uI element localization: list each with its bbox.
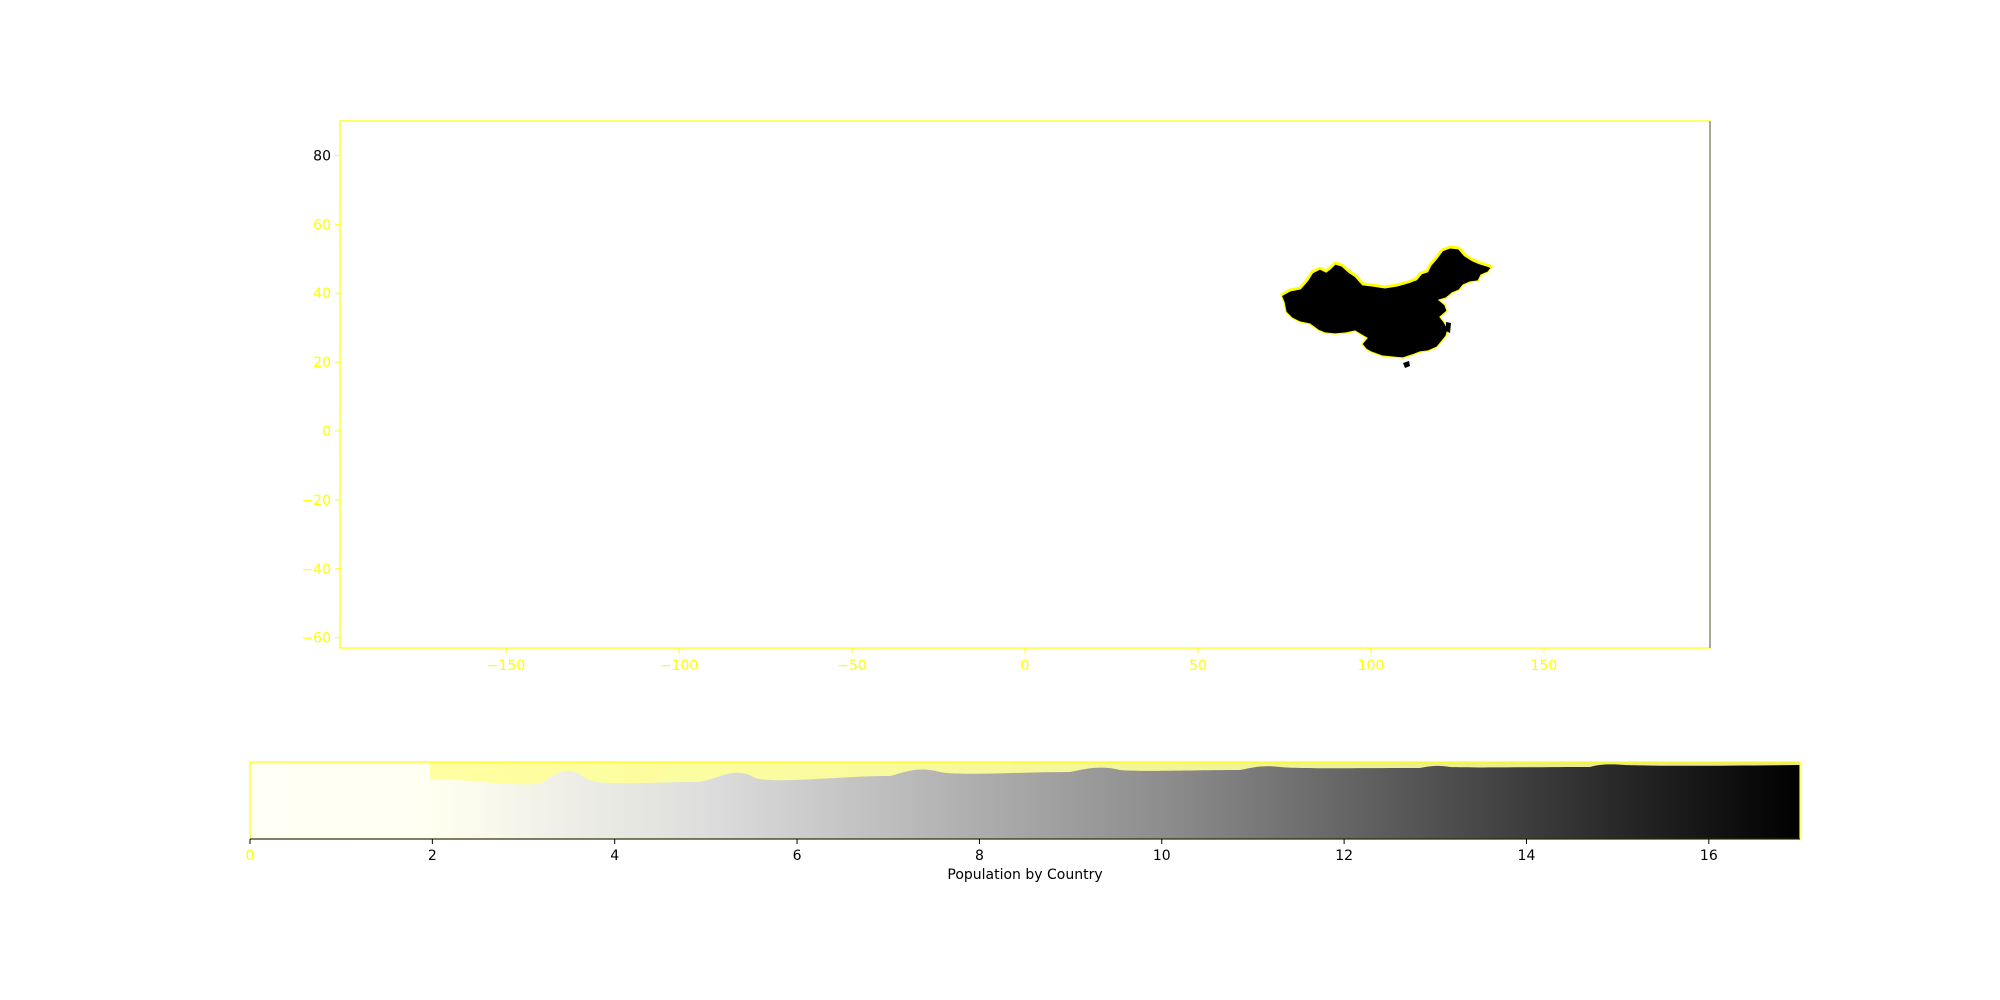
colorbar-tick-label: 8 (975, 848, 984, 864)
colorbar-label: Population by Country (947, 867, 1102, 883)
map-x-tick-label: −150 (487, 658, 525, 674)
map-y-tick-label: −20 (301, 493, 331, 509)
map-x-ticks: −150 −100 −50 0 50 100 150 (487, 648, 1557, 674)
map-x-tick-label: 0 (1021, 658, 1030, 674)
colorbar-tick-label: 10 (1153, 848, 1171, 864)
map-y-ticks: 80 60 40 20 0 −20 −40 −60 (301, 148, 340, 647)
colorbar-tick-label: 6 (793, 848, 802, 864)
map-y-tick-label: 40 (313, 286, 331, 302)
colorbar-tick-label: 4 (610, 848, 619, 864)
map-x-tick-label: −100 (660, 658, 698, 674)
map-x-tick-label: 150 (1531, 658, 1558, 674)
map-y-tick-label: −40 (301, 562, 331, 578)
colorbar-tick-label: 2 (428, 848, 437, 864)
colorbar-tick-label: 0 (246, 848, 255, 864)
island-taiwan (1446, 322, 1451, 333)
map-x-tick-label: 50 (1189, 658, 1207, 674)
colorbar-ticks: 0 2 4 6 8 10 12 14 16 (246, 839, 1718, 864)
map-x-tick-label: −50 (837, 658, 867, 674)
colorbar-tick-label: 14 (1518, 848, 1536, 864)
colorbar-yellow-band (430, 762, 1800, 785)
colorbar-tick-label: 16 (1700, 848, 1718, 864)
colorbar-tick-label: 12 (1335, 848, 1353, 864)
island-hainan (1403, 361, 1410, 368)
country-shape-china-yellow-rim (1280, 245, 1493, 297)
map-y-tick-label: 80 (313, 148, 331, 164)
map-y-tick-label: 20 (313, 355, 331, 371)
map-x-tick-label: 100 (1358, 658, 1385, 674)
map-frame (339, 120, 1711, 649)
colorbar-upper-overlay (250, 762, 430, 839)
map-y-tick-label: 0 (322, 424, 331, 440)
map-y-tick-label: −60 (301, 631, 331, 647)
colorbar: 0 2 4 6 8 10 12 14 16 Population by Country (246, 761, 1801, 883)
map-y-tick-label: 60 (313, 217, 331, 233)
map-axes: −150 −100 −50 0 50 100 150 80 60 40 20 0 −20 −40 −60 (301, 120, 1711, 674)
